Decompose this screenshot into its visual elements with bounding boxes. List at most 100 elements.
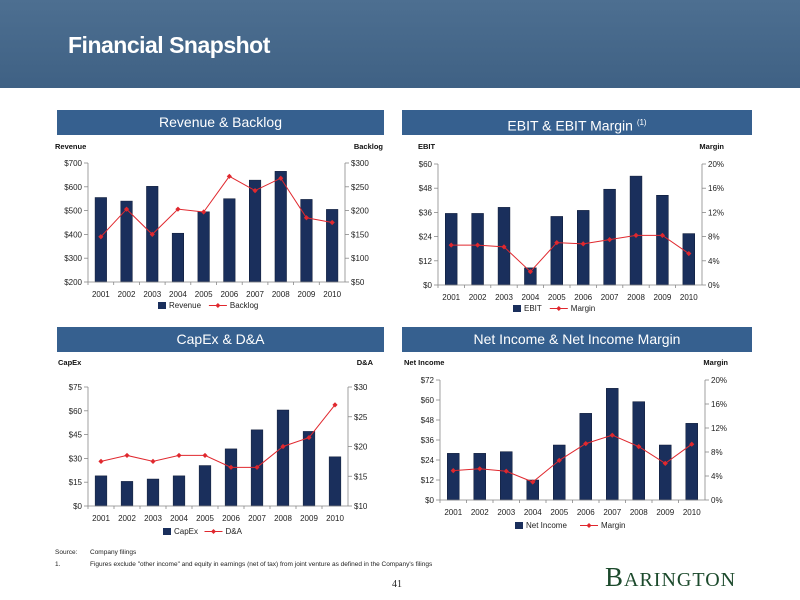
source-text: Company filings — [90, 549, 137, 556]
x-tick-label: 2005 — [196, 514, 214, 523]
left-tick-label: $36 — [421, 436, 435, 445]
line-point-2002 — [124, 452, 130, 459]
line-point-2005 — [201, 209, 207, 215]
x-tick-label: 2006 — [574, 293, 592, 302]
footnote-text: Figures exclude "other income" and equit… — [90, 561, 433, 568]
right-axis-title: Margin — [699, 142, 724, 151]
line-point-2007 — [254, 464, 260, 470]
panel-header-capex-da: CapEx & D&A — [57, 327, 384, 352]
left-tick-label: $0 — [73, 502, 82, 511]
line-point-2009 — [659, 232, 665, 238]
logo-initial: B — [605, 562, 625, 592]
x-tick-label: 2003 — [144, 514, 162, 523]
x-tick-label: 2004 — [169, 290, 187, 299]
right-tick-label: 20% — [711, 376, 727, 385]
line-series-margin — [451, 234, 690, 273]
right-axis-title: Margin — [703, 358, 728, 367]
line-point-2008 — [280, 443, 286, 450]
left-axis-title: Net Income — [404, 358, 444, 367]
right-tick-label: 16% — [708, 184, 724, 193]
x-tick-label: 2009 — [656, 508, 674, 517]
right-tick-label: 12% — [711, 424, 727, 433]
legend-marker-line — [586, 523, 592, 528]
panel-title: Net Income & Net Income Margin — [473, 331, 681, 347]
line-point-2010 — [332, 402, 338, 408]
x-tick-label: 2006 — [577, 508, 595, 517]
panel-title: EBIT & EBIT Margin — [507, 117, 633, 134]
x-tick-label: 2009 — [298, 290, 316, 299]
right-tick-label: 12% — [708, 208, 724, 217]
line-series-d-a — [100, 404, 336, 468]
x-tick-label: 2006 — [220, 290, 238, 299]
line-point-2004 — [527, 269, 533, 275]
x-tick-label: 2004 — [170, 514, 188, 523]
left-tick-label: $200 — [64, 278, 82, 287]
x-tick-label: 2004 — [524, 508, 542, 517]
legend-marker-line — [211, 529, 216, 534]
legend-swatch-bar — [513, 305, 521, 312]
right-tick-label: $30 — [354, 383, 368, 392]
left-tick-label: $30 — [69, 454, 83, 463]
legend-swatch-bar — [163, 528, 171, 535]
right-tick-label: 4% — [711, 472, 723, 481]
panel-header-revenue-backlog: Revenue & Backlog — [57, 110, 384, 135]
line-point-2002 — [123, 206, 130, 212]
footnotes: Source: Company filings 1. Figures exclude… — [55, 547, 432, 571]
left-tick-label: $400 — [64, 230, 82, 239]
bar-2007 — [606, 388, 619, 501]
left-tick-label: $60 — [419, 160, 433, 169]
legend-swatch-bar — [158, 302, 166, 309]
panel-header-net-income-margin: Net Income & Net Income Margin — [402, 327, 752, 352]
right-tick-label: 8% — [708, 233, 720, 242]
line-point-2003 — [501, 244, 507, 250]
right-tick-label: $200 — [351, 207, 369, 216]
line-point-2009 — [662, 460, 668, 466]
legend-label-line: Backlog — [230, 301, 258, 310]
x-tick-label: 2005 — [550, 508, 568, 517]
legend-marker-line — [215, 303, 221, 308]
left-tick-label: $24 — [419, 233, 433, 242]
line-point-2006 — [583, 441, 589, 447]
left-tick-label: $15 — [69, 478, 83, 487]
left-tick-label: $500 — [64, 207, 82, 216]
title-band — [0, 0, 800, 88]
left-tick-label: $60 — [421, 396, 435, 405]
line-series-margin — [453, 434, 693, 483]
x-tick-label: 2007 — [246, 290, 264, 299]
logo-rest: ARINGTON — [624, 569, 737, 591]
left-tick-label: $75 — [69, 383, 83, 392]
footnote-1: 1. Figures exclude "other income" and equ… — [55, 559, 432, 571]
x-tick-label: 2004 — [522, 293, 540, 302]
line-point-2005 — [202, 452, 208, 459]
line-point-2001 — [98, 458, 104, 464]
bar-2003 — [500, 451, 513, 501]
x-tick-label: 2008 — [272, 290, 290, 299]
legend-label-line: D&A — [226, 527, 243, 536]
right-tick-label: $100 — [351, 254, 369, 263]
right-tick-label: $25 — [354, 413, 368, 422]
line-point-2004 — [176, 452, 182, 459]
left-tick-label: $0 — [423, 281, 432, 290]
line-point-2009 — [306, 434, 312, 441]
left-tick-label: $45 — [69, 431, 83, 440]
barington-logo: BARINGTON — [605, 562, 736, 593]
left-tick-label: $300 — [64, 254, 82, 263]
right-tick-label: $300 — [351, 159, 369, 168]
left-tick-label: $36 — [419, 208, 433, 217]
right-tick-label: 20% — [708, 160, 724, 169]
x-tick-label: 2003 — [143, 290, 161, 299]
panel-header-ebit-margin: EBIT & EBIT Margin (1) — [402, 110, 752, 135]
right-tick-label: $50 — [351, 278, 365, 287]
right-tick-label: 0% — [708, 281, 720, 290]
x-tick-label: 2009 — [654, 293, 672, 302]
page-title: Financial Snapshot — [68, 32, 270, 58]
bar-2006 — [579, 413, 592, 501]
line-point-2006 — [228, 464, 234, 470]
left-tick-label: $600 — [64, 183, 82, 192]
right-tick-label: $150 — [351, 230, 369, 239]
line-point-2006 — [580, 241, 586, 247]
line-point-2007 — [607, 237, 613, 243]
line-point-2004 — [175, 206, 181, 212]
line-point-2007 — [252, 188, 258, 194]
legend-label-bar: CapEx — [174, 527, 198, 536]
